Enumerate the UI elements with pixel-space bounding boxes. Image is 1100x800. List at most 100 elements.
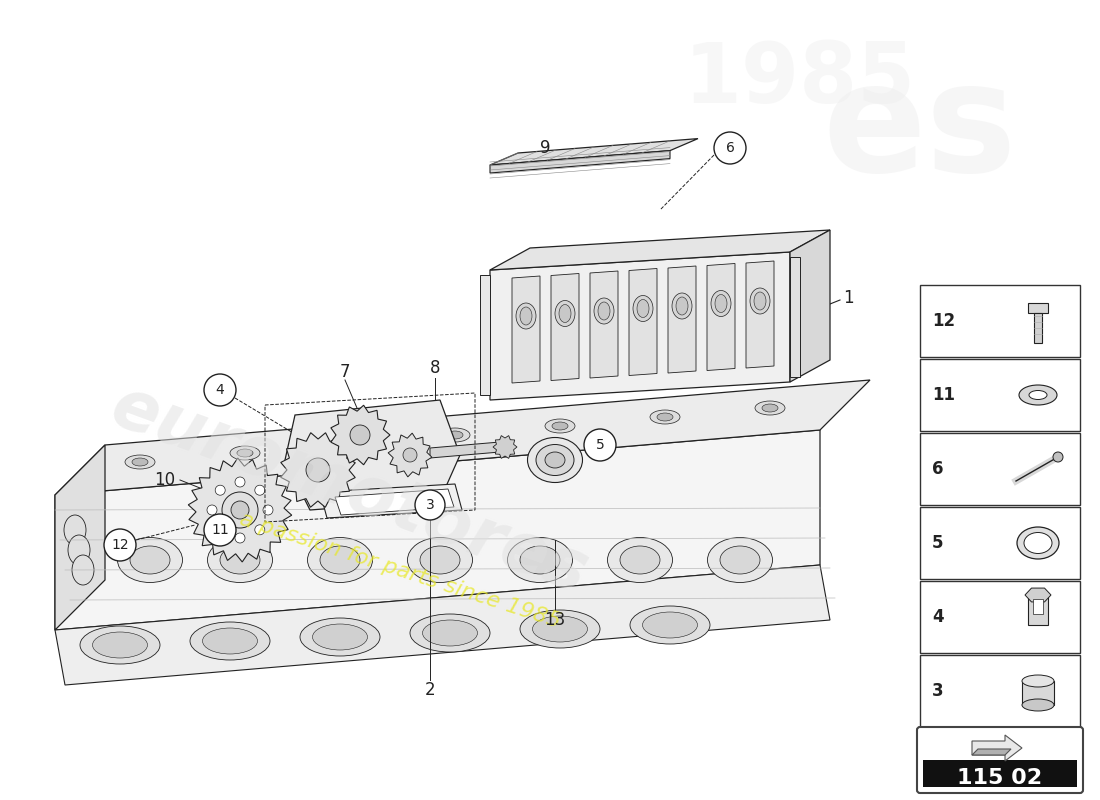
- Text: 13: 13: [544, 611, 565, 629]
- Text: 6: 6: [726, 141, 735, 155]
- Ellipse shape: [516, 303, 536, 329]
- Text: 6: 6: [932, 460, 944, 478]
- Ellipse shape: [1024, 533, 1052, 554]
- Text: 8: 8: [430, 359, 440, 377]
- Ellipse shape: [407, 538, 473, 582]
- Polygon shape: [668, 266, 696, 373]
- Ellipse shape: [607, 538, 672, 582]
- Circle shape: [104, 529, 136, 561]
- Text: 7: 7: [340, 363, 350, 381]
- Circle shape: [207, 505, 217, 515]
- Bar: [1028, 303, 1048, 313]
- Polygon shape: [512, 276, 540, 383]
- Ellipse shape: [711, 290, 732, 317]
- Ellipse shape: [72, 555, 94, 585]
- Polygon shape: [336, 489, 454, 515]
- Text: 12: 12: [111, 538, 129, 552]
- Circle shape: [403, 448, 417, 462]
- Polygon shape: [490, 230, 830, 270]
- Bar: [1034, 313, 1042, 343]
- Ellipse shape: [750, 288, 770, 314]
- Ellipse shape: [650, 410, 680, 424]
- Ellipse shape: [447, 431, 463, 439]
- Polygon shape: [480, 275, 490, 395]
- Circle shape: [350, 425, 370, 445]
- Ellipse shape: [208, 538, 273, 582]
- Ellipse shape: [755, 401, 785, 415]
- Polygon shape: [972, 735, 1022, 761]
- Ellipse shape: [544, 452, 565, 468]
- Ellipse shape: [92, 632, 147, 658]
- Ellipse shape: [594, 298, 614, 324]
- Polygon shape: [430, 442, 500, 458]
- Ellipse shape: [536, 445, 574, 475]
- Ellipse shape: [672, 293, 692, 319]
- Ellipse shape: [507, 538, 572, 582]
- Polygon shape: [490, 150, 670, 173]
- Polygon shape: [790, 257, 800, 377]
- Ellipse shape: [630, 606, 710, 644]
- Text: 10: 10: [154, 471, 176, 489]
- Ellipse shape: [754, 292, 766, 310]
- Ellipse shape: [1018, 527, 1059, 559]
- Bar: [923, 760, 1077, 787]
- Text: 2: 2: [425, 681, 436, 699]
- Polygon shape: [493, 435, 517, 458]
- Text: 5: 5: [932, 534, 944, 552]
- Polygon shape: [280, 433, 355, 507]
- Bar: [920, 581, 1080, 653]
- Circle shape: [255, 486, 265, 495]
- Ellipse shape: [720, 546, 760, 574]
- Circle shape: [255, 525, 265, 534]
- Ellipse shape: [1019, 385, 1057, 405]
- Bar: [920, 359, 1080, 431]
- Circle shape: [204, 374, 236, 406]
- Circle shape: [216, 525, 225, 534]
- Circle shape: [216, 486, 225, 495]
- Ellipse shape: [657, 413, 673, 421]
- Text: a passion for parts since 1985: a passion for parts since 1985: [236, 509, 563, 631]
- Ellipse shape: [559, 305, 571, 322]
- Bar: [1033, 599, 1043, 614]
- Circle shape: [714, 132, 746, 164]
- Text: 9: 9: [540, 139, 550, 157]
- Ellipse shape: [130, 546, 170, 574]
- Ellipse shape: [336, 437, 365, 451]
- Polygon shape: [490, 252, 790, 400]
- Polygon shape: [707, 263, 735, 370]
- Bar: [920, 655, 1080, 727]
- Circle shape: [306, 458, 330, 482]
- Ellipse shape: [520, 546, 560, 574]
- Circle shape: [231, 501, 249, 519]
- Ellipse shape: [342, 440, 358, 448]
- Polygon shape: [55, 565, 830, 685]
- Polygon shape: [790, 230, 830, 382]
- Ellipse shape: [308, 538, 373, 582]
- Ellipse shape: [300, 618, 379, 656]
- Polygon shape: [55, 430, 820, 630]
- Ellipse shape: [420, 546, 460, 574]
- Polygon shape: [590, 271, 618, 378]
- Text: 1: 1: [843, 289, 854, 307]
- Ellipse shape: [80, 626, 160, 664]
- Ellipse shape: [715, 294, 727, 313]
- Circle shape: [235, 533, 245, 543]
- Text: 3: 3: [932, 682, 944, 700]
- Polygon shape: [972, 749, 1011, 755]
- Ellipse shape: [520, 610, 600, 648]
- Ellipse shape: [68, 535, 90, 565]
- Ellipse shape: [320, 546, 360, 574]
- Ellipse shape: [762, 404, 778, 412]
- Circle shape: [204, 514, 236, 546]
- Polygon shape: [629, 269, 657, 375]
- Text: 1985: 1985: [684, 39, 916, 121]
- Polygon shape: [1025, 588, 1050, 602]
- Ellipse shape: [220, 546, 260, 574]
- Ellipse shape: [528, 438, 583, 482]
- Polygon shape: [285, 400, 460, 510]
- Polygon shape: [55, 380, 870, 495]
- Ellipse shape: [532, 616, 587, 642]
- Text: 4: 4: [216, 383, 224, 397]
- Ellipse shape: [64, 515, 86, 545]
- Bar: [920, 285, 1080, 357]
